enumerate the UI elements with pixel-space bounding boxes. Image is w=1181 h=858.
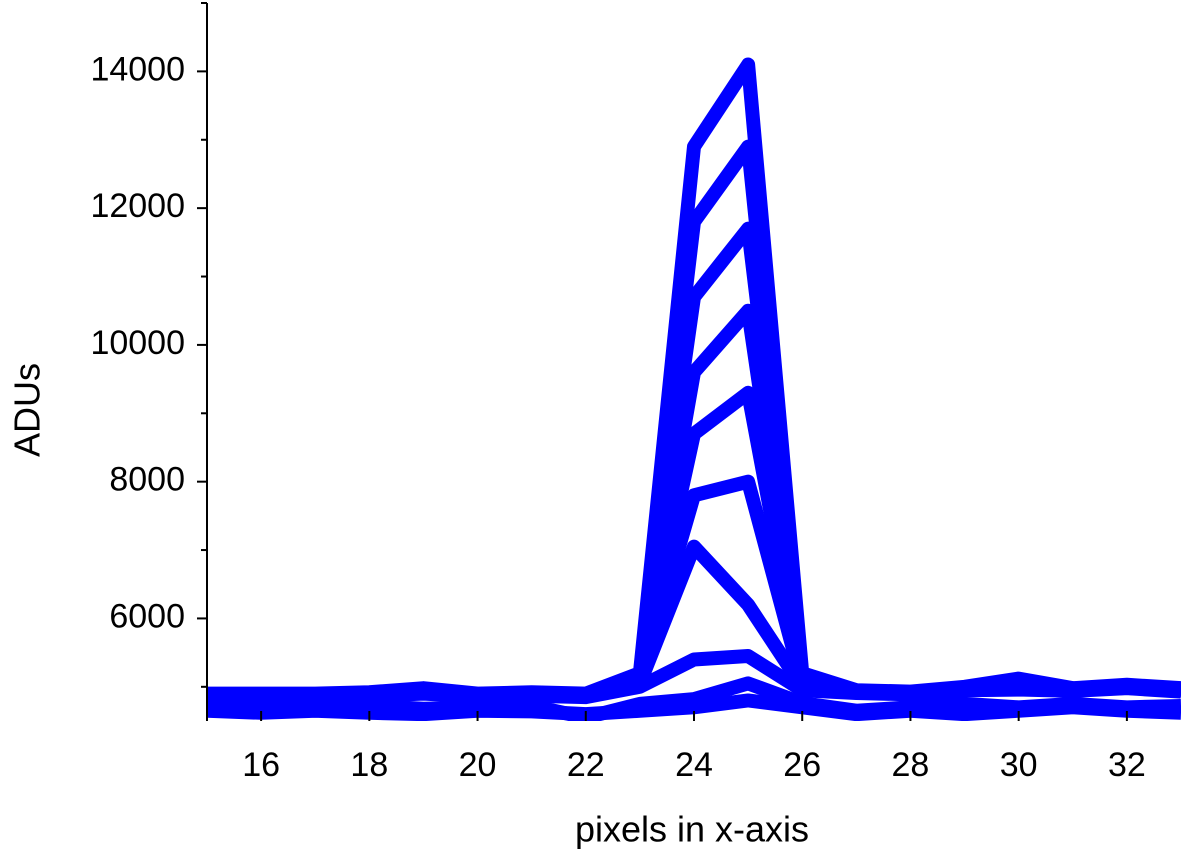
y-tick-label: 8000 [109,461,185,499]
x-tick-label: 24 [675,746,713,784]
x-tick-label: 26 [783,746,821,784]
x-tick-label: 16 [242,746,280,784]
y-axis-title: ADUs [7,363,48,457]
y-tick-label: 14000 [90,50,185,88]
x-tick-label: 22 [567,746,605,784]
data-line [207,649,1181,706]
y-tick-label: 12000 [90,187,185,225]
y-tick-label: 10000 [90,324,185,362]
x-tick-label: 18 [350,746,388,784]
y-tick-label: 6000 [109,597,185,635]
plot-area [207,57,1181,721]
data-line [207,139,1181,702]
x-tick-label: 28 [892,746,930,784]
x-tick-label: 32 [1108,746,1146,784]
x-tick-label: 20 [459,746,497,784]
x-axis-title: pixels in x-axis [575,809,809,850]
x-tick-label: 30 [1000,746,1038,784]
